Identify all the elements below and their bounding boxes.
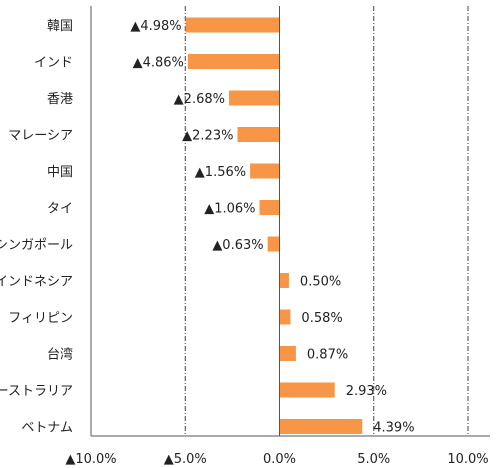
data-label: ▲1.56%: [195, 165, 246, 180]
x-tick-label: 10.0%: [447, 452, 488, 467]
bar: [237, 127, 280, 142]
category-label: マレーシア: [8, 129, 73, 144]
bars: [185, 17, 363, 434]
data-label: ▲4.86%: [133, 56, 184, 71]
grid-layer: [184, 6, 469, 436]
data-label: ▲4.98%: [130, 19, 181, 34]
data-label: 0.50%: [300, 275, 341, 290]
data-label: ▲0.63%: [212, 238, 263, 253]
category-label: オーストラリア: [0, 384, 73, 399]
category-label: 中国: [47, 165, 73, 180]
bar: [228, 90, 280, 106]
category-label: 台湾: [47, 347, 73, 363]
bar: [279, 346, 296, 361]
x-tick-label: 0.0%: [263, 452, 296, 467]
bar: [259, 200, 280, 215]
data-label: ▲2.68%: [174, 92, 225, 107]
category-label: インドネシア: [0, 275, 73, 290]
bar: [187, 54, 280, 69]
data-label: 0.87%: [307, 348, 348, 363]
x-tick-label: ▲10.0%: [65, 452, 116, 467]
x-tick-label: ▲5.0%: [164, 452, 207, 467]
category-label: フィリピン: [8, 311, 73, 326]
category-label: シンガポール: [0, 238, 73, 253]
category-label: インド: [34, 56, 73, 71]
bar: [267, 236, 280, 252]
category-label: タイ: [47, 202, 73, 217]
bar: [279, 382, 335, 398]
data-label: 4.39%: [373, 421, 414, 436]
category-label: ベトナム: [21, 421, 73, 436]
axes: [90, 6, 490, 437]
bar: [279, 419, 363, 434]
data-label: 2.93%: [346, 384, 387, 399]
data-label: ▲2.23%: [182, 129, 233, 144]
category-label: 韓国: [47, 19, 73, 34]
category-label: 香港: [47, 92, 73, 107]
bar: [279, 309, 291, 325]
data-label: 0.58%: [301, 311, 342, 326]
labels: ▲10.0% ▲5.0% 0.0% 5.0% 10.0% 韓国 ▲4.98% インド ▲4.86…: [0, 19, 489, 467]
x-tick-label: 5.0%: [357, 452, 390, 467]
data-label: ▲1.06%: [204, 202, 255, 217]
bar: [185, 17, 280, 33]
bar: [279, 273, 289, 288]
bar: [250, 163, 280, 179]
